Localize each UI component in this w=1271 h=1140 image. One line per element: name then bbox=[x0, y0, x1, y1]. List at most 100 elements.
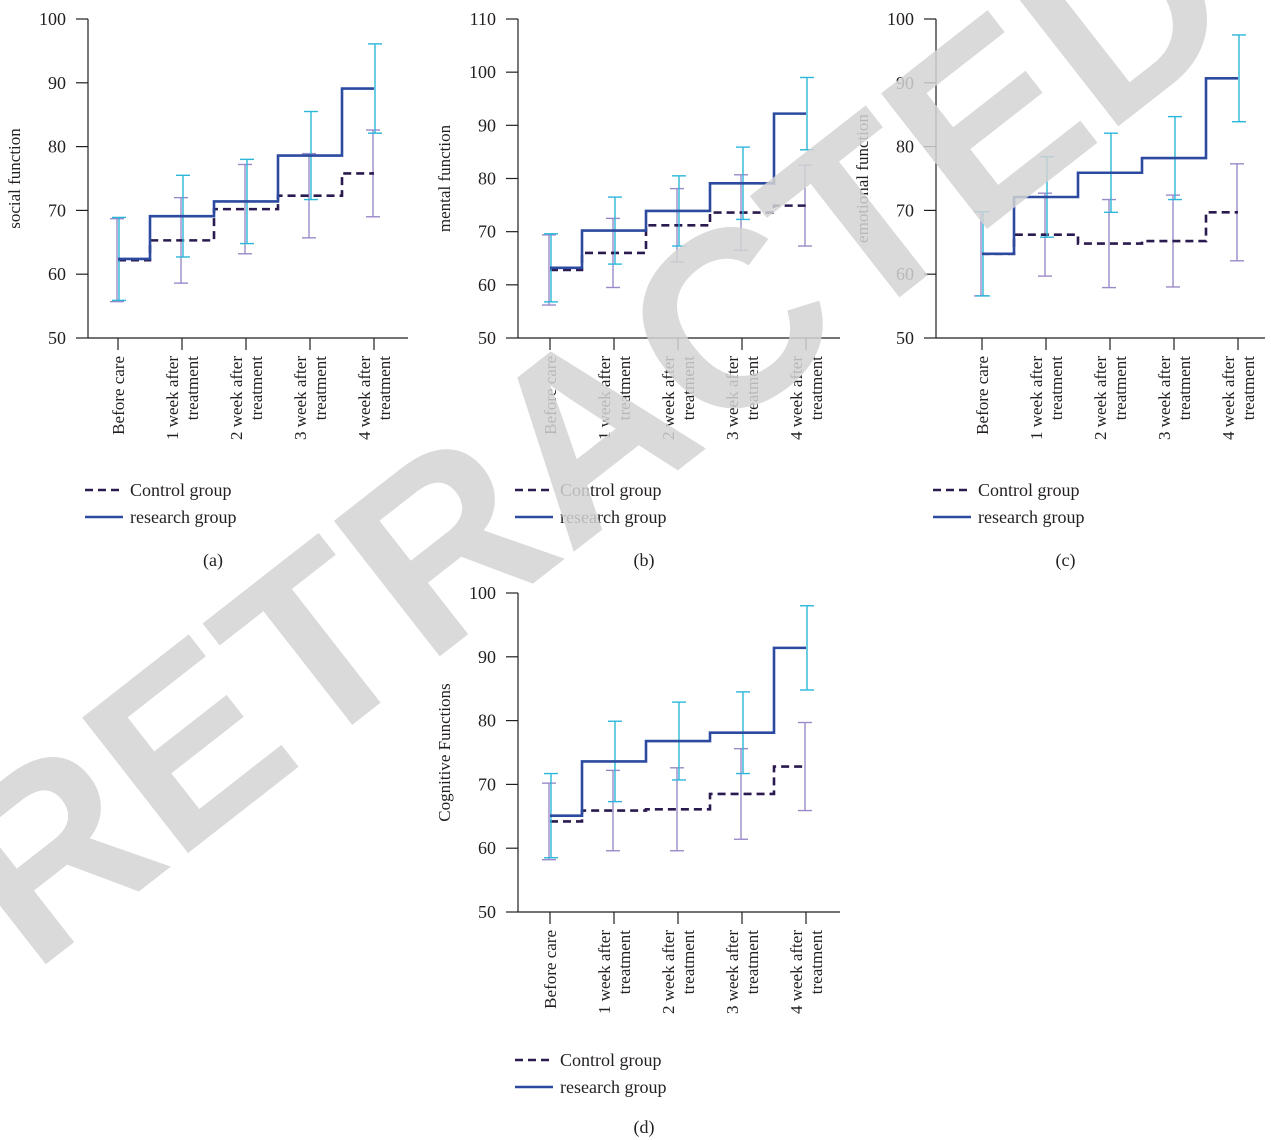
x-tick-label: 4 week aftertreatment bbox=[1219, 356, 1258, 440]
chart-panel-a: 50 60 70 80 90 100 social function Before care 1… bbox=[5, 9, 408, 571]
legend-label: research group bbox=[978, 507, 1084, 527]
x-tick-label-line: treatment bbox=[743, 356, 762, 420]
x-tick-label-line: treatment bbox=[615, 356, 634, 420]
x-tick-label-line: treatment bbox=[615, 930, 634, 994]
y-tick-label: 80 bbox=[478, 169, 496, 189]
legend: Control group research group bbox=[933, 480, 1084, 527]
legend-label: Control group bbox=[978, 480, 1080, 500]
y-tick-label: 60 bbox=[478, 275, 496, 295]
x-tick-label-line: treatment bbox=[375, 356, 394, 420]
y-tick-label: 80 bbox=[478, 711, 496, 731]
legend-label: Control group bbox=[130, 480, 232, 500]
x-tick-label-line: 4 week after bbox=[787, 930, 806, 1014]
y-tick-label: 70 bbox=[48, 200, 66, 220]
x-tick-label-line: 1 week after bbox=[1027, 356, 1046, 440]
y-tick-label: 90 bbox=[48, 73, 66, 93]
x-tick-label-line: 2 week after bbox=[659, 930, 678, 1014]
series-research-group bbox=[976, 34, 1246, 297]
x-tick-label-line: 4 week after bbox=[787, 356, 806, 440]
panel-label: (b) bbox=[634, 550, 655, 571]
charts-layer: 50 60 70 80 90 100 social function Before care 1… bbox=[5, 9, 1265, 1138]
x-tick-label-line: 4 week after bbox=[1219, 356, 1238, 440]
series-control-group bbox=[542, 721, 812, 861]
legend-label: research group bbox=[560, 507, 666, 527]
x-tick-label: Before care bbox=[541, 356, 560, 435]
y-tick-label: 100 bbox=[887, 9, 914, 29]
x-tick-label-line: treatment bbox=[1175, 356, 1194, 420]
x-tick-label: 3 week aftertreatment bbox=[291, 356, 330, 440]
x-tick-label: 4 week aftertreatment bbox=[355, 356, 394, 440]
x-tick-label-line: 1 week after bbox=[595, 930, 614, 1014]
series-line bbox=[550, 112, 806, 270]
panel-label: (c) bbox=[1056, 550, 1076, 571]
x-tick-label: 2 week aftertreatment bbox=[1091, 356, 1130, 440]
series-line bbox=[550, 765, 806, 823]
y-axis-title: emotional function bbox=[853, 114, 872, 243]
series-research-group bbox=[544, 76, 814, 303]
y-tick-label: 100 bbox=[39, 9, 66, 29]
x-tick-label-line: Before care bbox=[973, 356, 992, 435]
x-tick-label: 1 week aftertreatment bbox=[163, 356, 202, 440]
series-line bbox=[550, 646, 806, 817]
x-tick-label-line: 3 week after bbox=[291, 356, 310, 440]
series-research-group bbox=[112, 43, 382, 302]
x-tick-label-line: treatment bbox=[679, 930, 698, 994]
y-tick-label: 60 bbox=[478, 838, 496, 858]
x-tick-label-line: 3 week after bbox=[1155, 356, 1174, 440]
x-tick-label-line: treatment bbox=[807, 356, 826, 420]
x-tick-label-line: 3 week after bbox=[723, 356, 742, 440]
y-tick-label: 50 bbox=[896, 328, 914, 348]
legend: Control group research group bbox=[515, 1050, 666, 1097]
y-tick-label: 70 bbox=[478, 222, 496, 242]
panel-label: (d) bbox=[634, 1117, 655, 1138]
y-tick-label: 100 bbox=[469, 583, 496, 603]
x-tick-label: 1 week aftertreatment bbox=[595, 356, 634, 440]
y-tick-label: 90 bbox=[478, 647, 496, 667]
chart-panel-b: 50 60 70 80 90 100 110 mental function Before ca… bbox=[435, 9, 840, 571]
y-axis-title: mental function bbox=[435, 124, 454, 232]
x-tick-label-line: treatment bbox=[1047, 356, 1066, 420]
x-tick-label-line: treatment bbox=[247, 356, 266, 420]
series-research-group bbox=[544, 605, 814, 859]
y-tick-label: 110 bbox=[470, 9, 496, 29]
x-tick-label: 2 week aftertreatment bbox=[659, 930, 698, 1014]
series-line bbox=[982, 77, 1238, 256]
y-tick-label: 90 bbox=[896, 73, 914, 93]
y-tick-label: 80 bbox=[896, 137, 914, 157]
legend: Control group research group bbox=[85, 480, 236, 527]
legend-label: Control group bbox=[560, 1050, 662, 1070]
y-tick-label: 80 bbox=[48, 137, 66, 157]
y-tick-label: 50 bbox=[478, 328, 496, 348]
x-tick-label-line: treatment bbox=[807, 930, 826, 994]
x-tick-label: 3 week aftertreatment bbox=[723, 356, 762, 440]
x-tick-label: 1 week aftertreatment bbox=[1027, 356, 1066, 440]
x-tick-label: Before care bbox=[973, 356, 992, 435]
y-tick-label: 50 bbox=[478, 902, 496, 922]
legend-label: Control group bbox=[560, 480, 662, 500]
series-line bbox=[118, 87, 374, 261]
x-tick-label-line: 4 week after bbox=[355, 356, 374, 440]
y-axis-title: social function bbox=[5, 128, 24, 229]
x-tick-label-line: Before care bbox=[109, 356, 128, 435]
x-tick-label-line: treatment bbox=[1111, 356, 1130, 420]
y-tick-label: 50 bbox=[48, 328, 66, 348]
chart-panel-d: 50 60 70 80 90 100 Cognitive Functions Before c… bbox=[435, 583, 840, 1138]
x-tick-label-line: treatment bbox=[1239, 356, 1258, 420]
y-tick-label: 70 bbox=[478, 774, 496, 794]
x-tick-label: 2 week aftertreatment bbox=[227, 356, 266, 440]
x-tick-label-line: treatment bbox=[311, 356, 330, 420]
y-tick-label: 90 bbox=[478, 115, 496, 135]
panel-label: (a) bbox=[203, 550, 223, 571]
legend-label: research group bbox=[130, 507, 236, 527]
x-tick-label: 2 week aftertreatment bbox=[659, 356, 698, 440]
x-tick-label-line: 2 week after bbox=[659, 356, 678, 440]
y-tick-label: 60 bbox=[896, 264, 914, 284]
x-tick-label-line: 3 week after bbox=[723, 930, 742, 1014]
x-tick-label: Before care bbox=[541, 930, 560, 1009]
x-tick-label: 4 week aftertreatment bbox=[787, 356, 826, 440]
x-tick-label-line: 2 week after bbox=[227, 356, 246, 440]
x-tick-label-line: Before care bbox=[541, 930, 560, 1009]
x-tick-label-line: 1 week after bbox=[595, 356, 614, 440]
x-tick-label: Before care bbox=[109, 356, 128, 435]
